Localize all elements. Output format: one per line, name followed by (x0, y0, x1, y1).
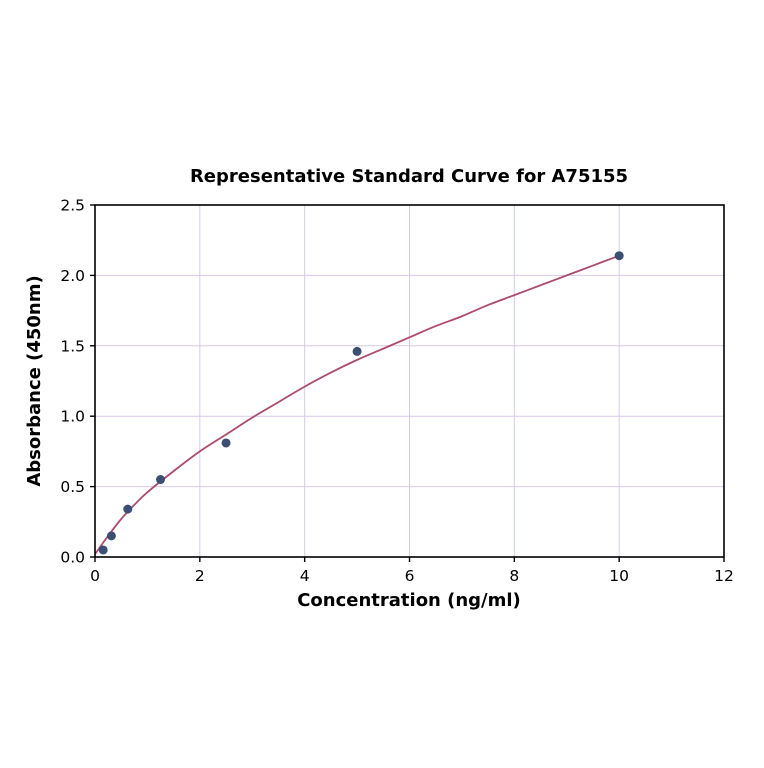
data-point (106, 531, 116, 541)
data-point (614, 251, 624, 261)
x-tick-label: 6 (405, 567, 415, 585)
y-tick-label: 0.0 (60, 549, 85, 567)
y-tick-label: 1.0 (60, 408, 85, 426)
x-tick-label: 8 (509, 567, 519, 585)
data-point (156, 475, 166, 485)
x-tick-label: 12 (714, 567, 734, 585)
y-tick-label: 2.0 (60, 267, 85, 285)
chart-title: Representative Standard Curve for A75155 (190, 166, 628, 187)
x-tick-label: 2 (195, 567, 205, 585)
x-axis-label: Concentration (ng/ml) (297, 590, 521, 611)
x-tick-label: 0 (90, 567, 100, 585)
x-tick-label: 10 (609, 567, 629, 585)
y-tick-label: 0.5 (60, 478, 85, 496)
grid-lines (94, 204, 725, 558)
x-tick-label: 4 (300, 567, 310, 585)
fit-curve-line (94, 254, 620, 555)
data-point (123, 504, 133, 514)
y-tick-label: 1.5 (60, 337, 85, 355)
data-points (98, 251, 624, 555)
y-axis-label: Absorbance (450nm) (24, 275, 45, 486)
data-point (352, 346, 362, 356)
data-point (221, 438, 231, 448)
data-point (98, 545, 108, 555)
y-tick-label: 2.5 (60, 197, 85, 215)
axis-ticks: 0 2 4 6 8 10 12 0.0 0.5 1.0 1.5 2.0 2.5 (60, 197, 734, 586)
